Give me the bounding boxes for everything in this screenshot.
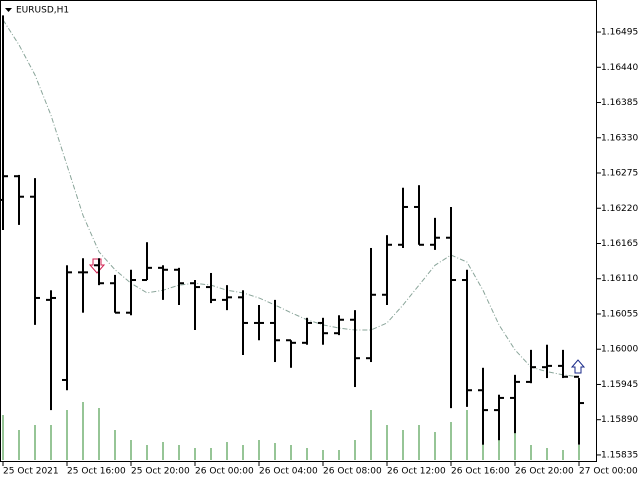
x-tick-label: 25 Oct 20:00 <box>131 467 190 477</box>
y-tick-label: 1.16330 <box>601 133 638 143</box>
y-tick-label: 1.16055 <box>601 309 638 319</box>
x-tick-label: 25 Oct 16:00 <box>67 467 126 477</box>
y-tick-label: 1.16000 <box>601 345 638 355</box>
x-tick-label: 26 Oct 16:00 <box>451 467 510 477</box>
x-tick-label: 25 Oct 2021 <box>3 467 59 477</box>
y-tick-label: 1.16385 <box>601 98 638 108</box>
sell-arrow <box>88 258 106 274</box>
y-tick-label: 1.16165 <box>601 239 638 249</box>
chart-title: EURUSD,H1 <box>16 6 69 16</box>
y-tick-label: 1.16220 <box>601 204 638 214</box>
y-tick-label: 1.16110 <box>601 274 638 284</box>
x-tick-label: 26 Oct 20:00 <box>515 467 574 477</box>
x-tick-label: 26 Oct 00:00 <box>195 467 254 477</box>
y-tick-label: 1.15945 <box>601 380 638 390</box>
y-tick-label: 1.16275 <box>601 169 638 179</box>
buy-arrow <box>570 359 586 374</box>
y-tick-label: 1.16495 <box>601 28 638 38</box>
menu-triangle[interactable] <box>5 8 12 12</box>
moving-average <box>2 19 580 378</box>
x-tick-label: 27 Oct 00:00 <box>579 467 638 477</box>
plot-frame <box>0 0 597 462</box>
y-tick-label: 1.15835 <box>601 450 638 460</box>
x-tick-label: 26 Oct 08:00 <box>323 467 382 477</box>
x-tick-label: 26 Oct 12:00 <box>387 467 446 477</box>
y-tick-label: 1.15890 <box>601 415 638 425</box>
x-tick-label: 26 Oct 04:00 <box>259 467 318 477</box>
y-tick-label: 1.16440 <box>601 63 638 73</box>
